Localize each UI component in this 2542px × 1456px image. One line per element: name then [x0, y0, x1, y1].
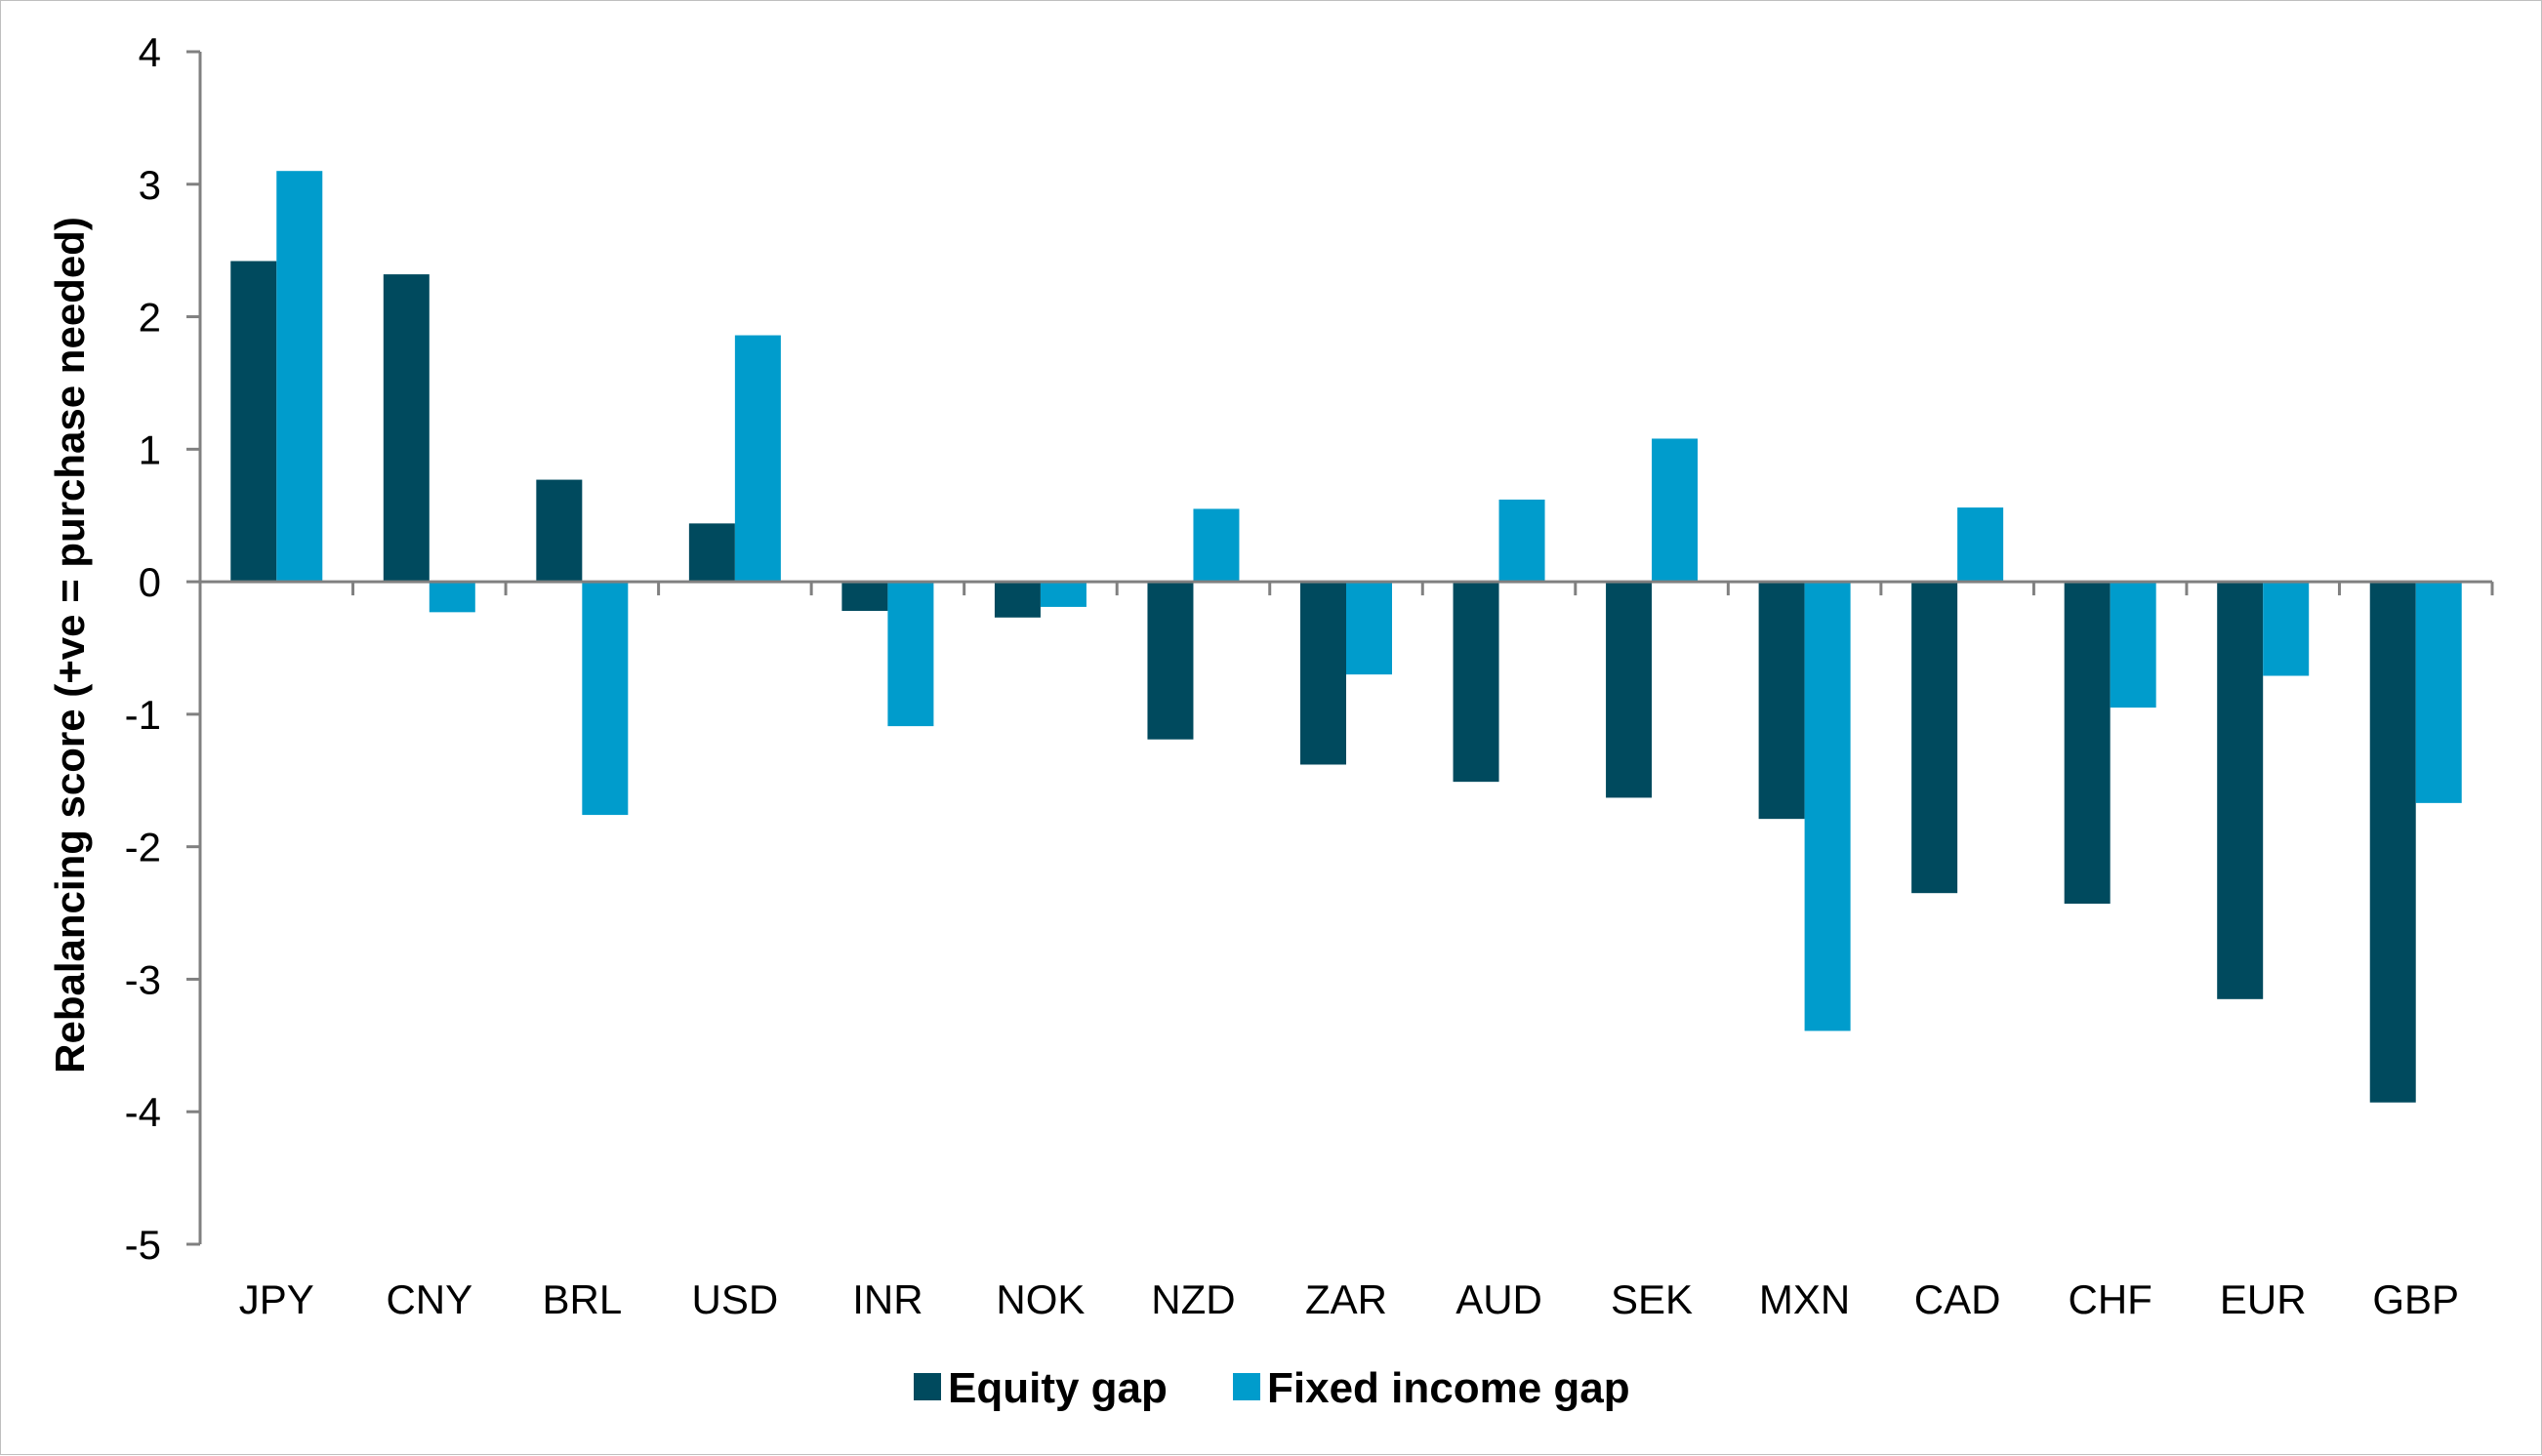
bar-fixed-income-mxn: [1804, 582, 1851, 1031]
bar-equity-nok: [994, 582, 1041, 618]
x-tick-label: CAD: [1914, 1276, 2001, 1322]
bar-fixed-income-usd: [734, 335, 781, 583]
x-tick-label: BRL: [542, 1276, 622, 1322]
legend-swatch-equity: [914, 1373, 941, 1400]
legend: Equity gap Fixed income gap: [914, 1364, 1630, 1412]
x-tick-label: SEK: [1611, 1276, 1693, 1322]
y-tick-label: 4: [139, 29, 161, 75]
y-tick-label: 3: [139, 162, 161, 208]
bar-fixed-income-cny: [429, 582, 475, 613]
x-tick-label: INR: [852, 1276, 922, 1322]
bar-fixed-income-brl: [582, 582, 629, 816]
bar-equity-chf: [2064, 582, 2111, 905]
x-tick-label: EUR: [2220, 1276, 2307, 1322]
x-tick-label: GBP: [2372, 1276, 2459, 1322]
bar-equity-cny: [383, 274, 430, 583]
x-tick-label: CNY: [386, 1276, 472, 1322]
bar-equity-aud: [1453, 582, 1499, 783]
bar-fixed-income-sek: [1652, 438, 1699, 583]
bar-fixed-income-nzd: [1193, 508, 1240, 583]
y-tick-label: 1: [139, 426, 161, 472]
y-tick-label: -5: [125, 1222, 161, 1268]
bar-equity-inr: [841, 582, 888, 611]
x-tick-label: CHF: [2069, 1276, 2152, 1322]
bar-equity-sek: [1606, 582, 1653, 798]
y-tick-label: 2: [139, 295, 161, 341]
x-tick-label: JPY: [239, 1276, 314, 1322]
y-tick-label: -1: [125, 692, 161, 738]
bar-fixed-income-jpy: [276, 171, 323, 583]
bar-equity-cad: [1911, 582, 1958, 894]
legend-label-equity: Equity gap: [948, 1364, 1168, 1412]
y-tick-label: 0: [139, 559, 161, 605]
bar-equity-jpy: [230, 261, 277, 583]
bar-equity-usd: [688, 523, 735, 583]
y-axis: 4 3 2 1 0 -1 -2 -3 -4 -5: [125, 29, 202, 1268]
bars: [230, 171, 2462, 1103]
y-axis-label: Rebalancing score (+ve = purchase needed…: [47, 217, 93, 1073]
y-tick-label: -2: [125, 825, 161, 870]
bar-equity-mxn: [1758, 582, 1805, 820]
bar-fixed-income-cad: [1957, 507, 2004, 583]
y-tick-label: -3: [125, 956, 161, 1002]
bar-fixed-income-chf: [2110, 582, 2156, 708]
y-tick-label: -4: [125, 1089, 161, 1135]
x-tick-label: NZD: [1151, 1276, 1235, 1322]
x-tick-label: NOK: [996, 1276, 1085, 1322]
bar-fixed-income-inr: [887, 582, 934, 727]
bar-equity-zar: [1300, 582, 1346, 765]
bar-equity-brl: [536, 479, 583, 583]
legend-swatch-fixed-income: [1233, 1373, 1260, 1400]
x-tick-label: MXN: [1759, 1276, 1850, 1322]
x-tick-label: USD: [692, 1276, 779, 1322]
legend-label-fixed-income: Fixed income gap: [1267, 1364, 1630, 1412]
bar-fixed-income-zar: [1346, 582, 1392, 675]
x-tick-label: AUD: [1456, 1276, 1542, 1322]
x-tick-labels: JPY CNY BRL USD INR NOK NZD ZAR AUD SEK MXN CAD CHF E…: [239, 1276, 2459, 1322]
bar-fixed-income-aud: [1498, 499, 1545, 583]
x-tick-label: ZAR: [1305, 1276, 1387, 1322]
bar-fixed-income-eur: [2263, 582, 2310, 676]
bar-equity-gbp: [2369, 582, 2416, 1103]
x-axis: [198, 580, 2494, 596]
bar-fixed-income-gbp: [2415, 582, 2462, 803]
bar-equity-eur: [2217, 582, 2264, 999]
bar-equity-nzd: [1147, 582, 1194, 740]
bar-fixed-income-nok: [1040, 582, 1086, 607]
